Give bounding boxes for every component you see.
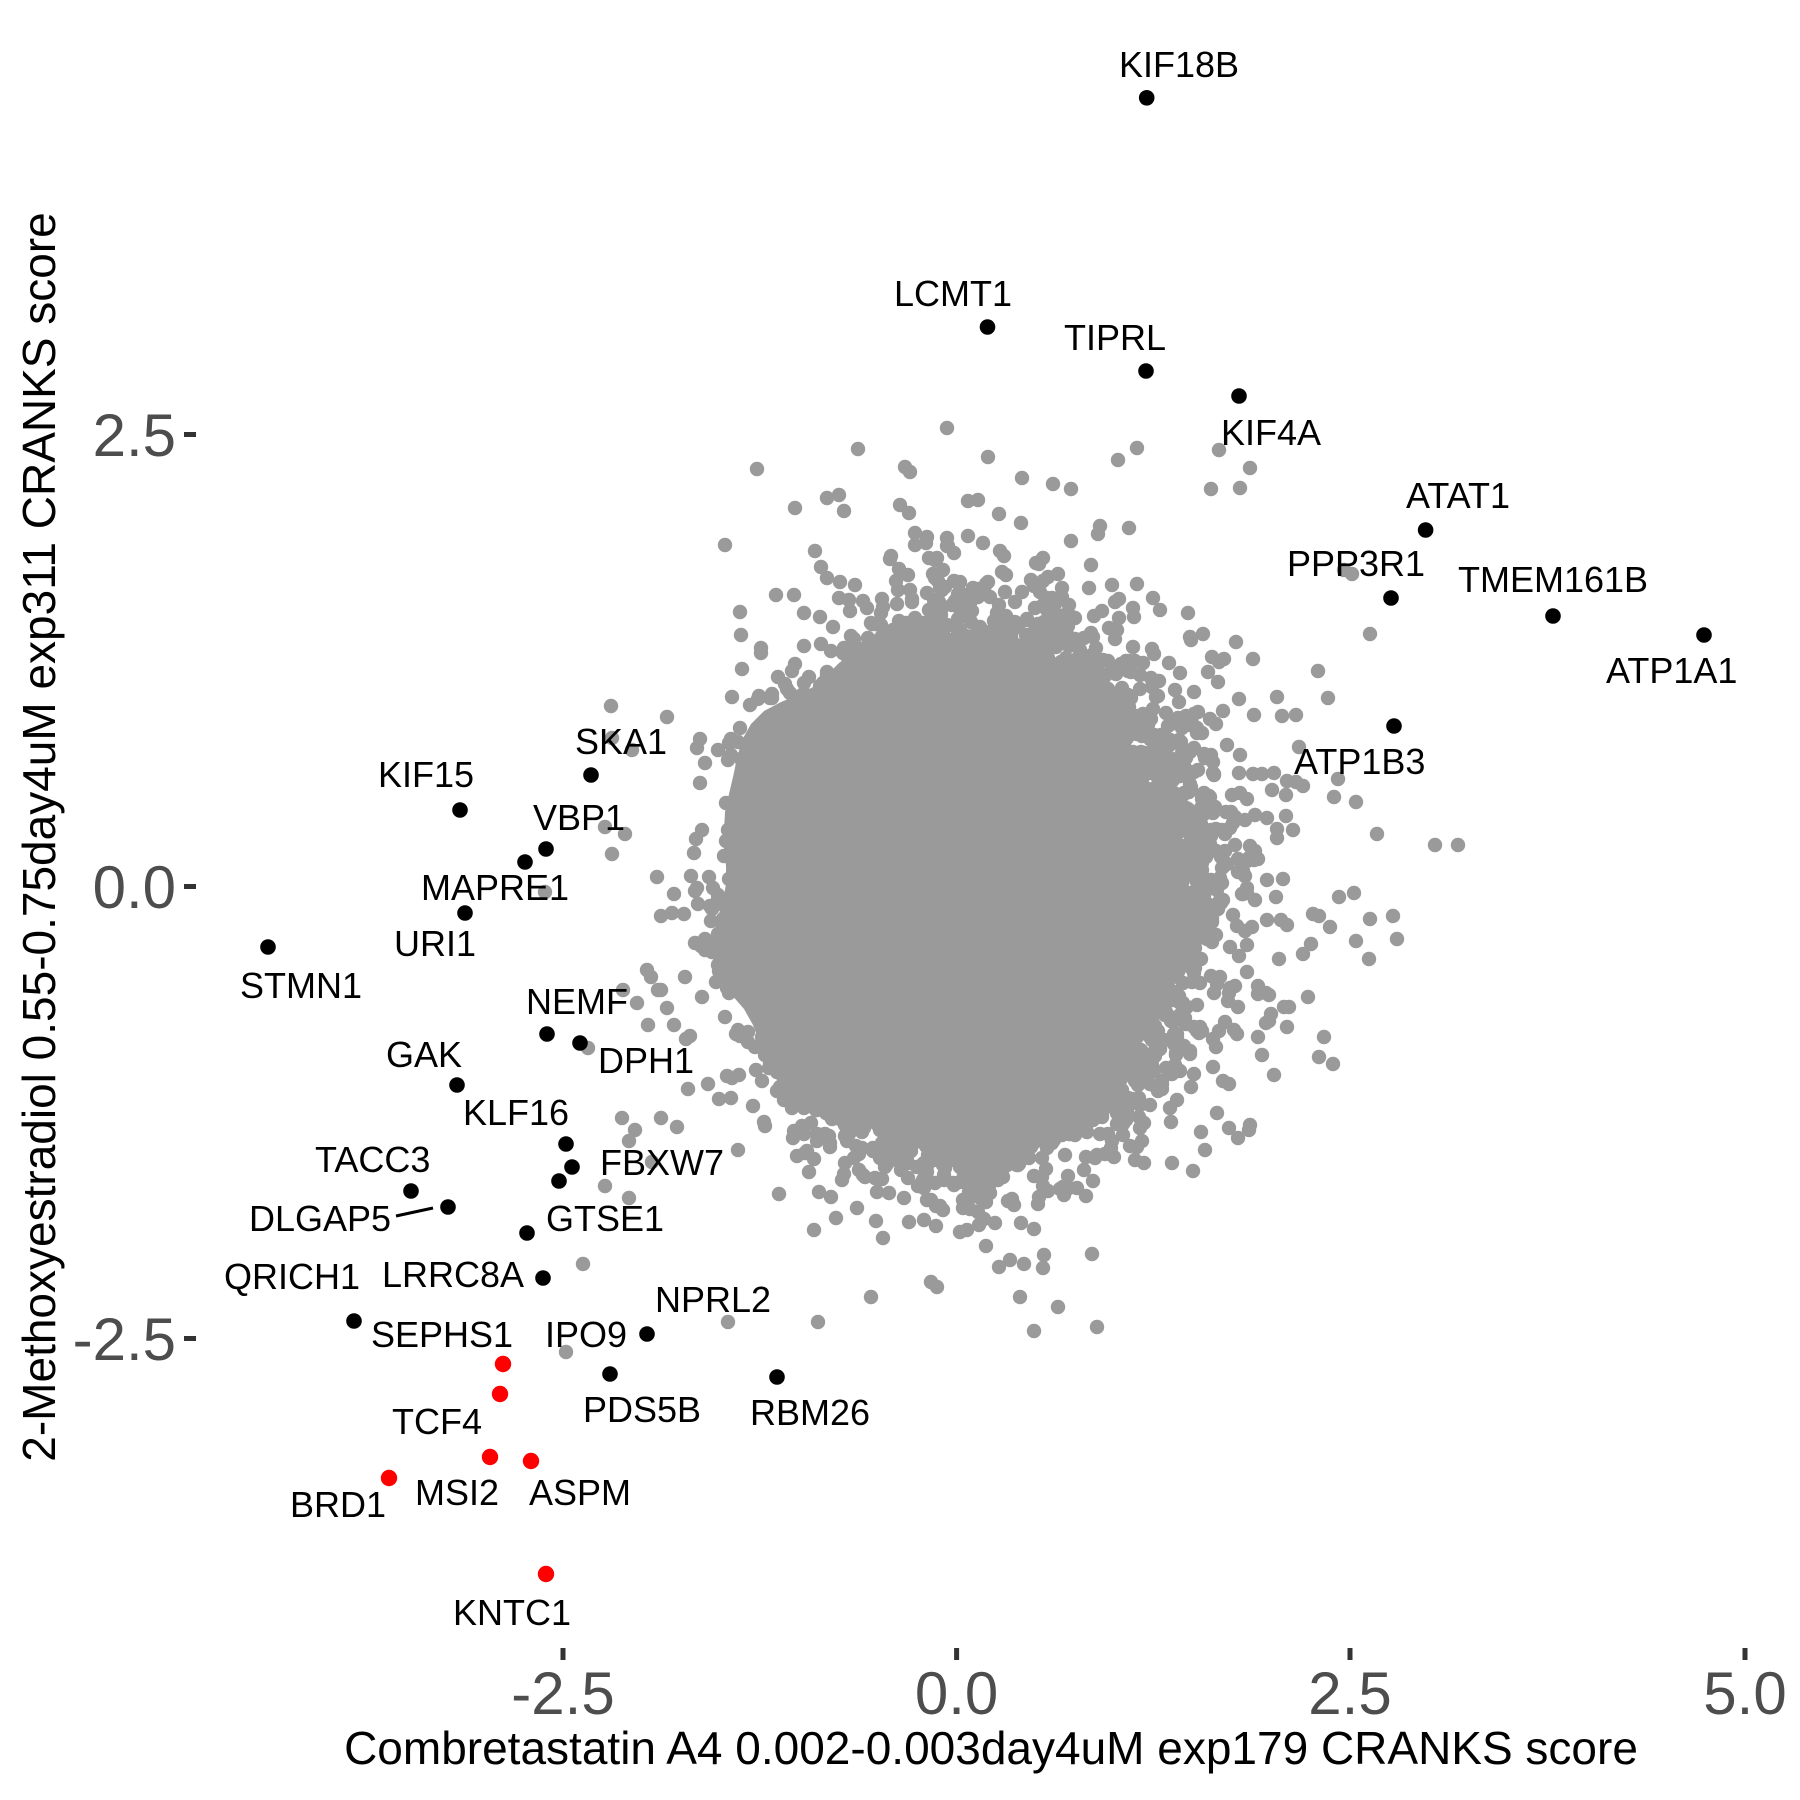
svg-text:RBM26: RBM26 xyxy=(750,1392,870,1433)
svg-text:ATAT1: ATAT1 xyxy=(1406,475,1510,516)
svg-text:GTSE1: GTSE1 xyxy=(546,1198,664,1239)
svg-text:KIF18B: KIF18B xyxy=(1119,44,1239,85)
svg-text:ATP1B3: ATP1B3 xyxy=(1294,741,1425,782)
svg-text:DLGAP5: DLGAP5 xyxy=(249,1198,391,1239)
svg-text:2.5: 2.5 xyxy=(1308,1660,1391,1727)
svg-text:MAPRE1: MAPRE1 xyxy=(421,867,569,908)
svg-text:TCF4: TCF4 xyxy=(392,1401,482,1442)
svg-text:-2.5: -2.5 xyxy=(73,1306,176,1373)
svg-text:DPH1: DPH1 xyxy=(598,1040,694,1081)
svg-text:KNTC1: KNTC1 xyxy=(453,1592,571,1633)
svg-text:BRD1: BRD1 xyxy=(290,1484,386,1525)
svg-text:0.0: 0.0 xyxy=(93,854,176,921)
svg-text:2.5: 2.5 xyxy=(93,402,176,469)
svg-text:FBXW7: FBXW7 xyxy=(600,1142,724,1183)
svg-text:LCMT1: LCMT1 xyxy=(894,273,1012,314)
svg-text:PPP3R1: PPP3R1 xyxy=(1287,543,1425,584)
svg-text:-2.5: -2.5 xyxy=(511,1660,614,1727)
svg-text:0.0: 0.0 xyxy=(915,1660,998,1727)
svg-text:NEMF: NEMF xyxy=(526,981,628,1022)
svg-text:Combretastatin A4 0.002-0.003d: Combretastatin A4 0.002-0.003day4uM exp1… xyxy=(344,1722,1638,1774)
svg-text:ASPM: ASPM xyxy=(529,1472,631,1513)
svg-text:SEPHS1: SEPHS1 xyxy=(371,1314,513,1355)
svg-text:MSI2: MSI2 xyxy=(415,1472,499,1513)
svg-text:TMEM161B: TMEM161B xyxy=(1458,559,1648,600)
svg-text:VBP1: VBP1 xyxy=(533,797,625,838)
svg-text:URI1: URI1 xyxy=(394,923,476,964)
svg-text:STMN1: STMN1 xyxy=(240,965,362,1006)
svg-text:LRRC8A: LRRC8A xyxy=(382,1254,524,1295)
svg-text:ATP1A1: ATP1A1 xyxy=(1606,650,1737,691)
svg-text:KLF16: KLF16 xyxy=(463,1092,569,1133)
svg-text:KIF4A: KIF4A xyxy=(1221,412,1321,453)
svg-text:2-Methoxyestradiol 0.55-0.75da: 2-Methoxyestradiol 0.55-0.75day4uM exp31… xyxy=(13,212,65,1461)
svg-text:TACC3: TACC3 xyxy=(315,1139,430,1180)
svg-text:GAK: GAK xyxy=(386,1034,462,1075)
svg-text:NPRL2: NPRL2 xyxy=(655,1279,771,1320)
svg-text:SKA1: SKA1 xyxy=(575,721,667,762)
svg-text:IPO9: IPO9 xyxy=(545,1314,627,1355)
svg-text:TIPRL: TIPRL xyxy=(1064,317,1166,358)
svg-text:PDS5B: PDS5B xyxy=(583,1389,701,1430)
svg-text:QRICH1: QRICH1 xyxy=(224,1256,360,1297)
svg-text:KIF15: KIF15 xyxy=(378,754,474,795)
svg-text:5.0: 5.0 xyxy=(1703,1660,1786,1727)
